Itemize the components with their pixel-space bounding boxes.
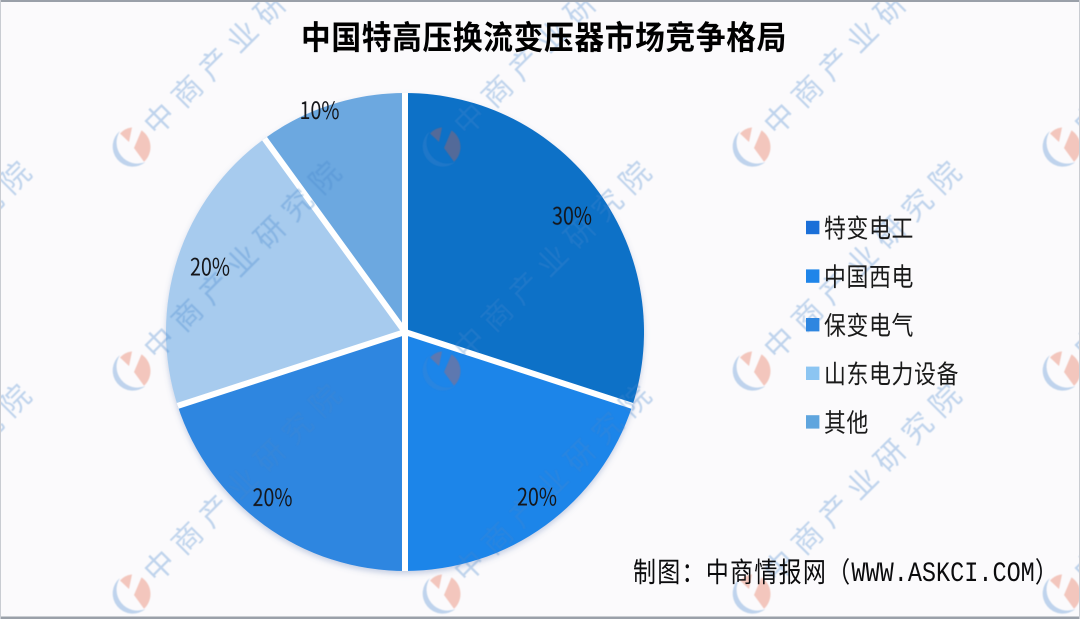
svg-text:WWW.ASKCI.COM: WWW.ASKCI.COM [851, 557, 1034, 589]
